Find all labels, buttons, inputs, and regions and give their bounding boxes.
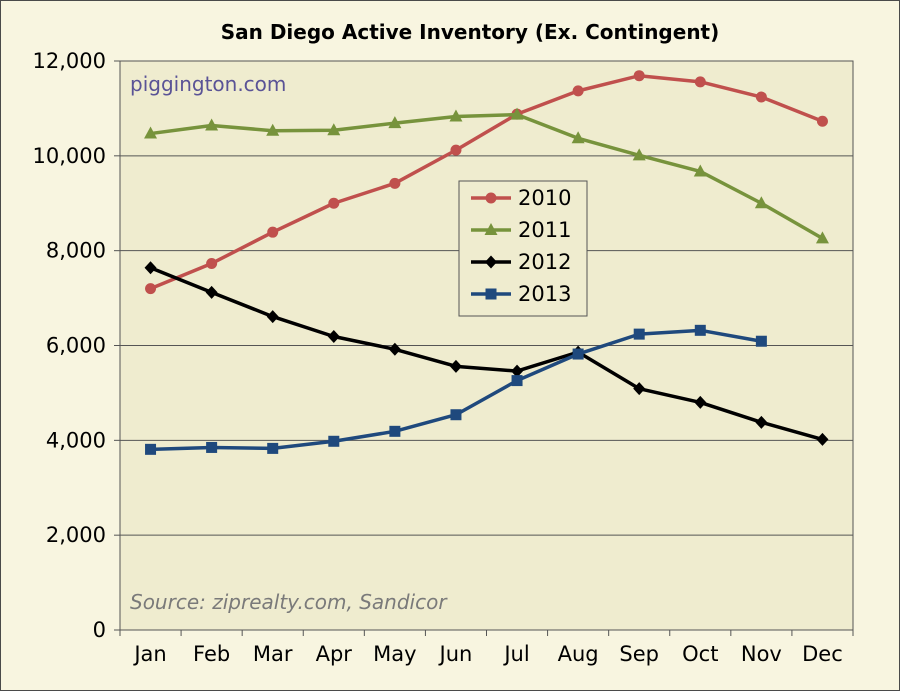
y-tick-label: 10,000 [33,144,106,168]
data-point [327,123,341,136]
data-point [267,442,279,454]
data-point [485,192,497,204]
x-tick-label: Oct [682,642,718,666]
data-point [633,382,646,396]
data-point [145,283,157,295]
data-point [206,441,218,453]
data-point [694,76,706,88]
series-line [149,73,824,291]
data-point [815,231,829,244]
data-point [572,348,584,360]
x-tick-label: May [373,642,416,666]
y-tick-label: 6,000 [46,334,106,358]
data-point [510,107,524,120]
x-axis-ticks: Jan Feb Mar Apr May Jun Jul Aug Sep Oct Nov Dec [119,630,854,666]
data-point [571,131,585,144]
x-tick-label: Nov [741,642,782,666]
data-point [145,443,157,455]
data-point [485,288,497,300]
series-line [149,266,823,442]
y-tick-label: 8,000 [46,239,106,263]
data-point [484,223,498,235]
x-tick-label: Mar [253,642,293,666]
legend-label: 2010 [518,186,571,210]
source-note: Source: ziprealty.com, Sandicor [130,590,448,614]
data-point [632,148,646,161]
data-point [449,109,463,122]
x-tick-label: Aug [558,642,599,666]
data-point [449,359,462,373]
series-2013 [145,324,767,455]
data-point [485,255,497,269]
data-point [267,226,279,238]
data-point [450,409,462,421]
legend-label: 2013 [518,282,571,306]
series-2010 [145,70,828,295]
data-point [389,177,401,189]
data-point [144,261,157,275]
data-point [633,328,645,340]
data-point [755,335,767,347]
data-point [389,425,401,437]
legend-label: 2011 [518,218,571,242]
data-point [450,144,462,156]
x-tick-label: Apr [316,642,353,666]
data-point [328,435,340,447]
data-point [205,118,219,131]
x-tick-label: Dec [802,642,843,666]
data-point [327,329,340,343]
legend-item: 2013 [471,282,571,306]
data-point [388,342,401,356]
data-point [754,196,768,209]
data-point [755,415,768,429]
data-point [511,375,523,387]
legend-item: 2010 [471,186,571,210]
x-tick-label: Feb [193,642,230,666]
chart-title: San Diego Active Inventory (Ex. Continge… [221,20,720,44]
data-point [328,197,340,209]
data-point [755,91,767,103]
data-point [266,310,279,324]
series-2012 [144,261,829,446]
data-point [388,116,402,129]
data-point [816,115,828,127]
data-point [694,395,707,409]
legend-item: 2011 [471,218,571,242]
data-point [511,364,524,378]
series-group [144,70,829,455]
legend: 2010 2011 2012 2013 [458,180,588,317]
y-tick-label: 12,000 [33,49,106,73]
y-axis-ticks: 0 2,000 4,000 6,000 8,000 10,000 12,000 [33,49,120,642]
data-point [693,164,707,177]
legend-label: 2012 [518,250,571,274]
data-point [205,285,218,299]
data-point [266,123,280,136]
x-tick-label: Jun [438,642,473,666]
y-tick-label: 0 [93,618,106,642]
x-tick-label: Sep [619,642,659,666]
legend-item: 2012 [471,250,571,274]
x-tick-label: Jan [132,642,166,666]
series-2011 [144,107,829,244]
watermark-text: piggington.com [130,72,286,96]
series-line [150,112,824,240]
data-point [694,324,706,336]
y-tick-label: 2,000 [46,523,106,547]
gridlines [120,60,853,536]
y-tick-label: 4,000 [46,428,106,452]
data-point [633,70,645,82]
x-tick-label: Jul [502,642,529,666]
data-point [572,85,584,97]
data-point [144,126,158,139]
data-point [816,432,829,446]
data-point [206,257,218,269]
